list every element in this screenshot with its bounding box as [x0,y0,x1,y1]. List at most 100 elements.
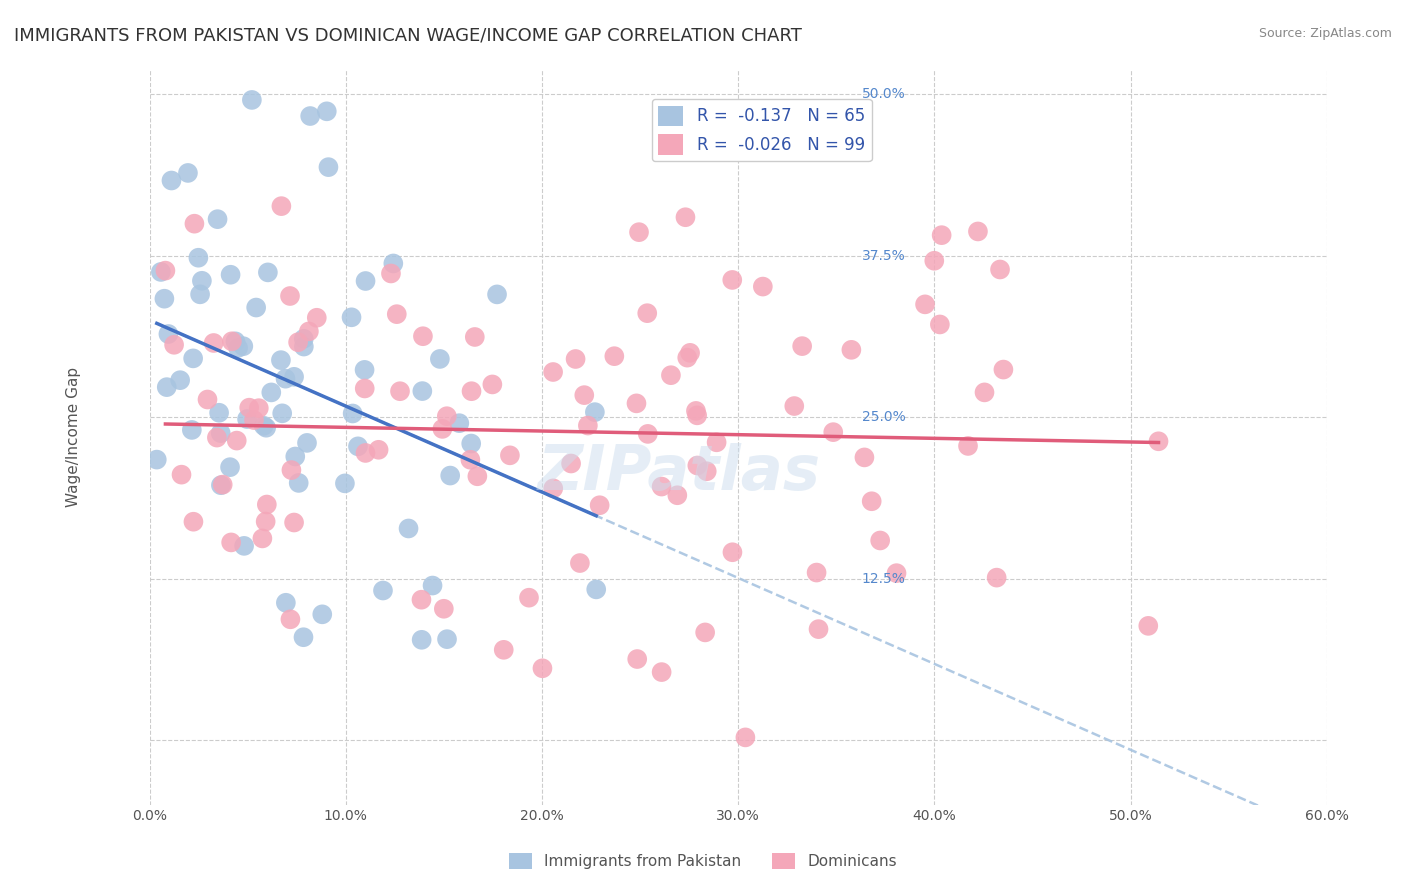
Immigrants from Pakistan [274,372,297,386]
Text: 50.0%: 50.0% [862,87,905,102]
Dominicans [574,388,596,402]
Dominicans [841,343,863,357]
Text: 12.5%: 12.5% [862,572,905,586]
Dominicans [170,467,193,482]
Immigrants from Pakistan [315,104,337,119]
Dominicans [666,488,689,502]
Dominicans [967,224,990,238]
Dominicans [806,566,828,580]
Immigrants from Pakistan [439,468,461,483]
Dominicans [988,262,1011,277]
Dominicans [283,516,305,530]
Dominicans [651,479,673,493]
Dominicans [298,325,321,339]
Dominicans [219,535,242,549]
Dominicans [695,625,717,640]
Dominicans [380,267,402,281]
Dominicans [922,253,945,268]
Immigrants from Pakistan [157,326,180,341]
Dominicans [560,457,582,471]
Dominicans [914,297,936,311]
Immigrants from Pakistan [311,607,333,622]
Immigrants from Pakistan [226,341,249,355]
Text: IMMIGRANTS FROM PAKISTAN VS DOMINICAN WAGE/INCOME GAP CORRELATION CHART: IMMIGRANTS FROM PAKISTAN VS DOMINICAN WA… [14,27,801,45]
Dominicans [270,199,292,213]
Immigrants from Pakistan [156,380,179,394]
Immigrants from Pakistan [295,436,318,450]
Dominicans [252,532,274,546]
Dominicans [433,601,456,615]
Immigrants from Pakistan [333,476,356,491]
Immigrants from Pakistan [253,418,276,433]
Immigrants from Pakistan [209,426,232,441]
Dominicans [243,413,266,427]
Immigrants from Pakistan [257,265,280,279]
Dominicans [973,385,995,400]
Dominicans [675,211,697,225]
Immigrants from Pakistan [353,363,375,377]
Immigrants from Pakistan [398,521,420,535]
Immigrants from Pakistan [292,340,315,354]
Dominicans [183,217,205,231]
Dominicans [696,464,718,478]
Immigrants from Pakistan [240,93,263,107]
Immigrants from Pakistan [382,256,405,270]
Immigrants from Pakistan [287,475,309,490]
Dominicans [860,494,883,508]
Dominicans [221,334,243,349]
Dominicans [541,365,564,379]
Text: Source: ZipAtlas.com: Source: ZipAtlas.com [1258,27,1392,40]
Dominicans [823,425,845,439]
Immigrants from Pakistan [283,369,305,384]
Text: Wage/Income Gap: Wage/Income Gap [66,367,80,507]
Immigrants from Pakistan [187,251,209,265]
Dominicans [155,263,177,277]
Dominicans [247,401,270,416]
Dominicans [626,652,648,666]
Dominicans [385,307,408,321]
Immigrants from Pakistan [219,268,242,282]
Immigrants from Pakistan [292,630,315,644]
Dominicans [993,362,1015,376]
Dominicans [853,450,876,465]
Immigrants from Pakistan [318,160,340,174]
Text: 37.5%: 37.5% [862,249,905,263]
Immigrants from Pakistan [371,583,394,598]
Text: 25.0%: 25.0% [862,410,905,425]
Immigrants from Pakistan [233,539,256,553]
Immigrants from Pakistan [188,287,211,301]
Immigrants from Pakistan [299,109,322,123]
Immigrants from Pakistan [260,385,283,400]
Dominicans [576,418,599,433]
Dominicans [354,446,377,460]
Dominicans [183,515,205,529]
Dominicans [679,346,702,360]
Dominicans [686,409,709,423]
Dominicans [626,396,648,410]
Dominicans [411,592,433,607]
Dominicans [460,452,482,467]
Dominicans [706,435,728,450]
Immigrants from Pakistan [274,596,297,610]
Immigrants from Pakistan [411,632,433,647]
Immigrants from Pakistan [460,436,482,450]
Immigrants from Pakistan [191,274,214,288]
Dominicans [721,273,744,287]
Immigrants from Pakistan [245,301,267,315]
Immigrants from Pakistan [284,450,307,464]
Dominicans [467,469,489,483]
Dominicans [807,622,830,636]
Immigrants from Pakistan [180,423,202,437]
Dominicans [163,338,186,352]
Dominicans [886,566,908,581]
Dominicans [956,439,979,453]
Dominicans [197,392,219,407]
Dominicans [568,556,591,570]
Dominicans [436,409,458,424]
Dominicans [627,225,650,239]
Dominicans [225,434,247,448]
Dominicans [734,731,756,745]
Dominicans [388,384,411,399]
Dominicans [1137,619,1160,633]
Dominicans [564,351,586,366]
